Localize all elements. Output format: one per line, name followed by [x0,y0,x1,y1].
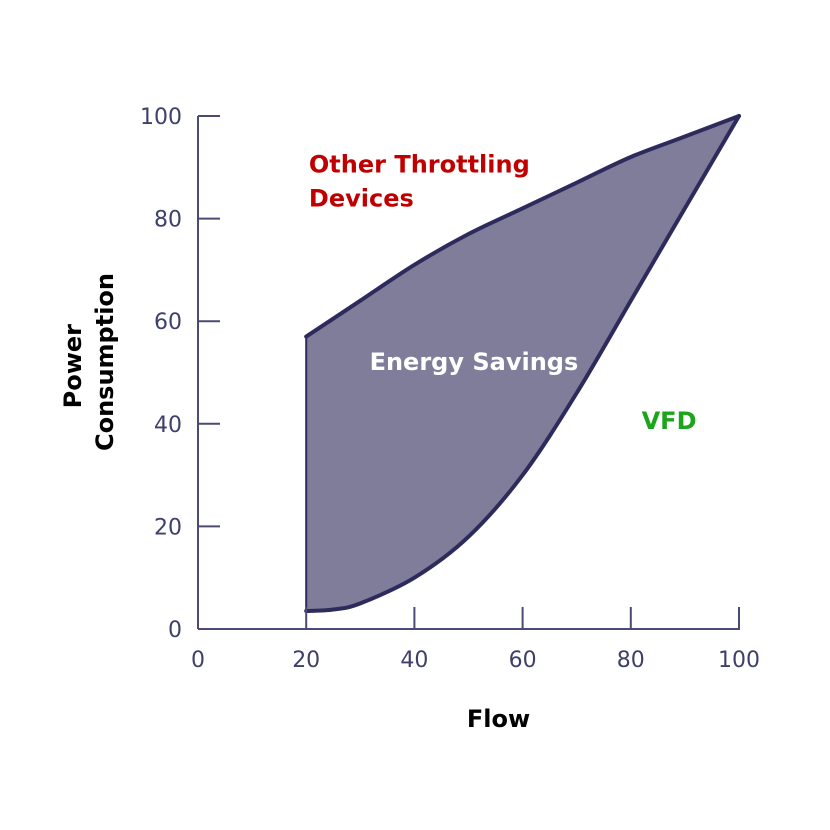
y-axis-title: Power Consumption [59,273,119,451]
vfd-line [304,114,741,614]
x-tick-label: 80 [617,648,645,673]
x-tick-label: 0 [191,648,205,673]
y-tick-label: 100 [140,105,182,130]
y-axis-title-line-2: Consumption [91,273,119,451]
y-axis-title-line-1: Power [59,324,87,409]
energy-savings-label: Energy Savings [370,348,579,376]
x-axis-ticks: 0 20 40 60 80 100 [191,607,760,673]
other-throttling-devices-label: Other Throttling Devices [309,150,530,212]
vfd-label: VFD [642,407,697,435]
series-label-line: Devices [309,184,414,212]
x-tick-label: 20 [292,648,320,673]
energy-savings-area [306,116,739,611]
y-tick-label: 0 [168,618,182,643]
y-tick-label: 40 [154,413,182,438]
y-axis-ticks: 0 20 40 60 80 100 [140,105,220,643]
other-throttling-devices-line [304,114,741,339]
chart-labels: Energy Savings Other Throttling Devices VFD [309,150,697,435]
x-tick-label: 60 [509,648,537,673]
y-tick-label: 20 [154,515,182,540]
x-tick-label: 100 [718,648,760,673]
y-tick-label: 80 [154,208,182,233]
series-label-line: VFD [642,407,697,435]
y-tick-label: 60 [154,310,182,335]
x-axis-title: Flow [467,705,530,733]
series-label-line: Other Throttling [309,150,530,178]
x-tick-label: 40 [400,648,428,673]
